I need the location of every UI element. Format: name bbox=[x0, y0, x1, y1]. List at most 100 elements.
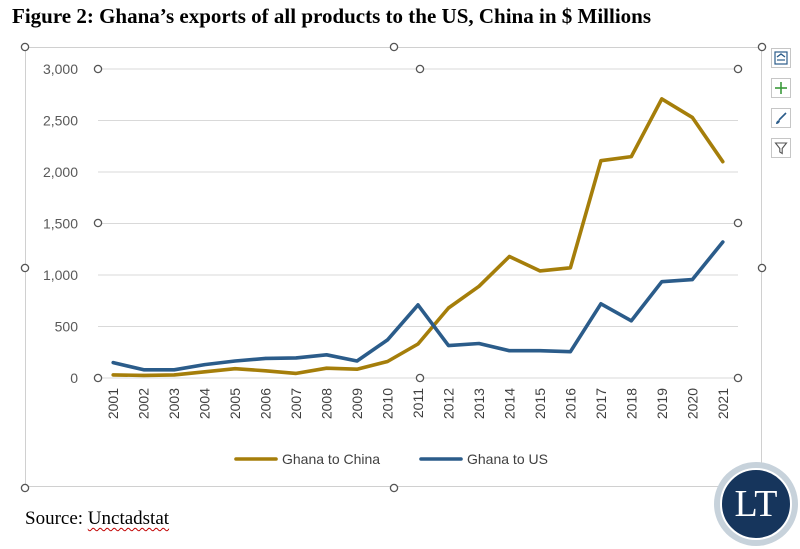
data-point bbox=[660, 97, 664, 101]
data-point bbox=[172, 373, 176, 377]
x-tick-label: 2010 bbox=[380, 388, 396, 419]
x-tick-label: 2006 bbox=[258, 388, 274, 419]
y-tick-label: 2,000 bbox=[43, 164, 78, 180]
resize-handle[interactable] bbox=[757, 42, 767, 52]
legend: Ghana to China Ghana to US bbox=[234, 451, 548, 467]
x-tick-label: 2005 bbox=[227, 388, 243, 419]
resize-handle[interactable] bbox=[733, 373, 743, 383]
resize-handle[interactable] bbox=[389, 483, 399, 493]
x-tick-label: 2001 bbox=[105, 388, 121, 419]
data-point bbox=[721, 240, 725, 244]
data-point bbox=[599, 159, 603, 163]
x-tick-label: 2012 bbox=[440, 388, 456, 419]
data-point bbox=[660, 280, 664, 284]
x-tick-label: 2015 bbox=[532, 388, 548, 419]
data-point bbox=[294, 356, 298, 360]
resize-handle[interactable] bbox=[93, 218, 103, 228]
data-point bbox=[538, 269, 542, 273]
data-point bbox=[629, 319, 633, 323]
data-point bbox=[203, 370, 207, 374]
data-point bbox=[294, 371, 298, 375]
data-point bbox=[507, 349, 511, 353]
data-point bbox=[690, 115, 694, 119]
data-point bbox=[538, 349, 542, 353]
data-point bbox=[568, 350, 572, 354]
resize-handle[interactable] bbox=[415, 64, 425, 74]
x-tick-label: 2021 bbox=[715, 388, 731, 419]
resize-handle[interactable] bbox=[20, 263, 30, 273]
filter-icon[interactable] bbox=[771, 138, 791, 158]
resize-handle[interactable] bbox=[20, 42, 30, 52]
y-tick-label: 1,500 bbox=[43, 216, 78, 232]
legend-label: Ghana to US bbox=[467, 451, 548, 467]
y-tick-label: 2,500 bbox=[43, 113, 78, 129]
resize-handle[interactable] bbox=[389, 42, 399, 52]
data-point bbox=[142, 368, 146, 372]
x-tick-label: 2002 bbox=[136, 388, 152, 419]
x-tick-label: 2003 bbox=[166, 388, 182, 419]
data-point bbox=[477, 341, 481, 345]
chart-elements-icon[interactable] bbox=[771, 48, 791, 68]
source-name: Unctadstat bbox=[87, 508, 170, 529]
brush-style-icon[interactable] bbox=[771, 108, 791, 128]
resize-handle[interactable] bbox=[93, 373, 103, 383]
data-point bbox=[111, 361, 115, 365]
data-point bbox=[416, 342, 420, 346]
x-tick-label: 2008 bbox=[319, 388, 335, 419]
data-point bbox=[507, 254, 511, 258]
data-point bbox=[386, 338, 390, 342]
series-line-china[interactable] bbox=[111, 97, 725, 378]
legend-label: Ghana to China bbox=[282, 451, 380, 467]
figure-title: Figure 2: Ghana’s exports of all product… bbox=[12, 4, 652, 28]
data-point bbox=[233, 359, 237, 363]
x-axis-tick-labels: 2001 2002 2003 2004 2005 2006 2007 2008 2009 2010… bbox=[105, 388, 731, 419]
data-point bbox=[568, 266, 572, 270]
x-tick-label: 2007 bbox=[288, 388, 304, 419]
x-tick-label: 2011 bbox=[410, 388, 426, 418]
data-point bbox=[325, 366, 329, 370]
x-tick-label: 2016 bbox=[562, 388, 578, 419]
data-point bbox=[355, 359, 359, 363]
data-point bbox=[416, 303, 420, 307]
resize-handle[interactable] bbox=[415, 373, 425, 383]
x-tick-label: 2019 bbox=[654, 388, 670, 419]
y-tick-label: 0 bbox=[70, 370, 78, 386]
resize-handle[interactable] bbox=[733, 218, 743, 228]
x-tick-label: 2014 bbox=[501, 388, 517, 419]
data-point bbox=[142, 373, 146, 377]
resize-handle[interactable] bbox=[93, 64, 103, 74]
y-tick-label: 500 bbox=[55, 319, 79, 335]
x-tick-label: 2004 bbox=[197, 388, 213, 419]
x-tick-label: 2017 bbox=[593, 388, 609, 419]
gridlines bbox=[98, 68, 738, 379]
data-point bbox=[386, 360, 390, 364]
x-tick-label: 2013 bbox=[471, 388, 487, 419]
resize-handle[interactable] bbox=[757, 263, 767, 273]
lt-logo: LT bbox=[714, 462, 798, 546]
data-point bbox=[111, 373, 115, 377]
data-point bbox=[325, 353, 329, 357]
y-axis-tick-labels: 0 500 1,000 1,500 2,000 2,500 3,000 bbox=[43, 61, 78, 386]
data-point bbox=[721, 160, 725, 164]
data-point bbox=[264, 369, 268, 373]
data-point bbox=[599, 302, 603, 306]
data-point bbox=[172, 368, 176, 372]
data-point bbox=[446, 306, 450, 310]
y-tick-label: 1,000 bbox=[43, 267, 78, 283]
data-point bbox=[233, 367, 237, 371]
logo-text: LT bbox=[734, 483, 778, 525]
x-tick-label: 2020 bbox=[684, 388, 700, 419]
data-point bbox=[629, 155, 633, 159]
source-note: Source: Unctadstat bbox=[25, 508, 169, 530]
y-tick-label: 3,000 bbox=[43, 61, 78, 77]
x-tick-label: 2018 bbox=[623, 388, 639, 419]
data-point bbox=[690, 278, 694, 282]
resize-handle[interactable] bbox=[733, 64, 743, 74]
data-point bbox=[446, 344, 450, 348]
data-point bbox=[477, 284, 481, 288]
x-tick-label: 2009 bbox=[349, 388, 365, 419]
data-point bbox=[203, 363, 207, 367]
resize-handle[interactable] bbox=[20, 483, 30, 493]
add-icon[interactable] bbox=[771, 78, 791, 98]
